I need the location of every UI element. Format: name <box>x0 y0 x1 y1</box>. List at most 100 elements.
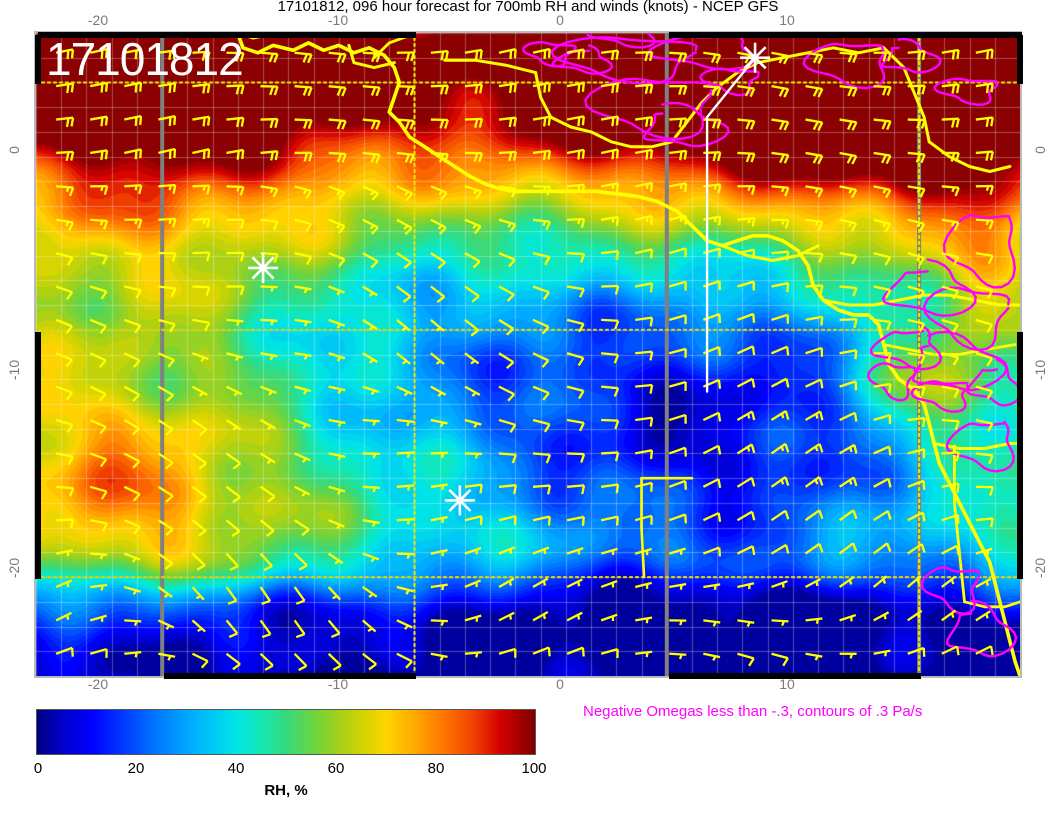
wind-barb <box>635 383 654 394</box>
wind-barb <box>498 48 517 60</box>
wind-barb <box>260 218 279 231</box>
wind-barb <box>635 282 654 293</box>
wind-barb <box>567 452 586 463</box>
wind-barb <box>532 546 550 555</box>
wind-barb <box>736 345 756 356</box>
wind-barb <box>294 418 311 429</box>
wind-barb <box>362 652 377 671</box>
wind-barb <box>566 385 585 400</box>
wind-barb <box>703 51 722 64</box>
wind-barb <box>328 218 346 234</box>
wind-barb <box>158 147 177 159</box>
wind-barb <box>601 418 620 430</box>
wind-barb <box>566 318 585 333</box>
wind-barb <box>975 251 994 265</box>
wind-barb <box>259 519 275 537</box>
border-13 <box>640 476 646 579</box>
wind-barb <box>941 482 960 493</box>
wind-barb <box>464 352 480 365</box>
wind-barb <box>566 115 585 127</box>
wind-barb <box>396 552 414 559</box>
left-tick-1: -10 <box>6 359 22 381</box>
station-marker-0 <box>248 252 279 283</box>
wind-barb <box>805 85 824 98</box>
wind-barb <box>635 616 653 624</box>
wind-barb <box>941 609 957 622</box>
wind-barb <box>362 352 378 364</box>
wind-barb <box>907 646 926 657</box>
wind-barb <box>873 510 892 522</box>
wind-barb <box>464 418 482 428</box>
wind-barb <box>498 484 518 495</box>
wind-barb <box>396 418 414 427</box>
wind-barb <box>600 148 619 160</box>
wind-barb <box>464 546 482 555</box>
wind-barb <box>634 547 652 556</box>
wind-barb <box>464 117 484 128</box>
wind-barb <box>464 385 481 397</box>
wind-barb <box>736 510 756 522</box>
wind-barb <box>396 51 415 62</box>
border-9 <box>882 343 1017 356</box>
wind-barb <box>89 318 107 334</box>
wind-barb <box>294 218 313 233</box>
wind-barb <box>464 252 481 269</box>
border-angola-s <box>932 442 1020 450</box>
wind-barb <box>123 485 141 502</box>
wind-barb <box>259 419 276 431</box>
wind-barb <box>702 312 722 323</box>
border-11 <box>963 600 1020 609</box>
wind-barb <box>293 519 310 537</box>
wind-barb <box>55 218 74 232</box>
wind-barb <box>873 185 892 199</box>
omega-contour-16 <box>910 380 969 413</box>
wind-barb <box>941 645 960 656</box>
wind-barb <box>430 352 445 365</box>
omega-contour-18 <box>867 362 916 402</box>
wind-barb <box>464 318 480 337</box>
wind-barb <box>873 382 892 393</box>
wind-barb <box>533 185 552 196</box>
wind-barb <box>975 82 994 94</box>
wind-barb <box>55 611 72 622</box>
border-top-seg-a <box>38 32 165 38</box>
omega-contour-22 <box>586 33 656 49</box>
wind-barb <box>872 542 892 555</box>
wind-barb <box>600 547 618 555</box>
wind-barb <box>124 285 142 299</box>
wind-barb <box>873 251 892 266</box>
wind-barb <box>259 452 276 465</box>
wind-barb <box>327 619 341 638</box>
wind-barb <box>873 118 892 130</box>
wind-barb <box>907 185 926 198</box>
coastline-west-africa <box>236 33 1020 676</box>
wind-barb <box>669 583 687 590</box>
wind-barb <box>294 51 313 64</box>
omega-contour-12 <box>881 258 977 317</box>
wind-barb <box>464 218 482 234</box>
wind-barb <box>941 575 957 588</box>
wind-barb <box>124 48 143 60</box>
wind-barb <box>498 452 518 464</box>
wind-barb <box>532 646 551 657</box>
wind-barb <box>123 419 140 436</box>
top-tick-2: 0 <box>556 12 564 28</box>
wind-barb <box>430 483 448 491</box>
wind-barb <box>55 579 73 589</box>
wind-barb <box>464 651 482 658</box>
wind-barb <box>498 82 517 94</box>
wind-barb <box>464 515 483 526</box>
wind-barb <box>260 117 279 129</box>
wind-barb <box>907 352 926 365</box>
wind-barb <box>362 452 380 459</box>
wind-barb <box>396 252 412 269</box>
wind-barb <box>362 318 378 331</box>
wind-barb <box>464 614 482 622</box>
border-5 <box>756 46 886 65</box>
wind-barb <box>191 586 205 601</box>
wind-barb <box>123 552 141 563</box>
wind-barb <box>191 485 207 504</box>
wind-barb <box>635 116 654 127</box>
border-right-seg-0 <box>1017 35 1023 85</box>
wind-barb <box>464 185 483 200</box>
